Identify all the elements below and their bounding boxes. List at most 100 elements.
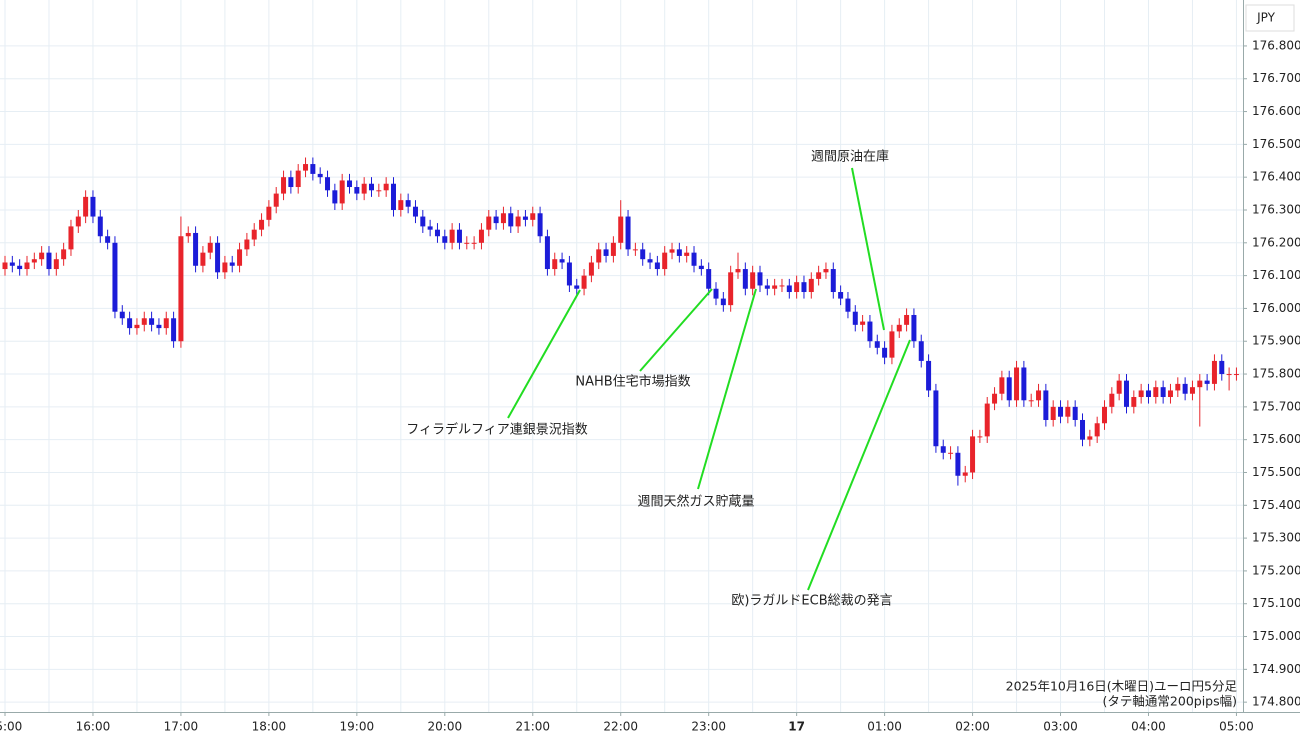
candle-body — [596, 249, 602, 263]
overlay: 週間原油在庫 NAHB住宅市場指数フィラデルフィア連銀景況指数週間天然ガス貯蔵量欧… — [406, 150, 911, 609]
candle-body — [654, 262, 660, 270]
candle-body — [728, 272, 734, 306]
x-tick-label: 02:00 — [955, 720, 990, 734]
candle-body — [992, 393, 998, 404]
candle-body — [1080, 419, 1086, 440]
candle-body — [493, 216, 499, 224]
candle-body — [603, 249, 609, 256]
candle-body — [618, 216, 624, 243]
candle-body — [281, 177, 287, 194]
candle-body — [141, 318, 147, 325]
candle-body — [163, 318, 169, 329]
candle-body — [823, 269, 829, 273]
x-tick-label: 23:00 — [691, 720, 726, 734]
currency-box — [1245, 4, 1295, 32]
candle-body — [515, 216, 521, 227]
candle-body — [17, 265, 23, 270]
candle-body — [1138, 390, 1144, 398]
annotation: フィラデルフィア連銀景況指数 — [406, 422, 587, 438]
y-tick-label: 175.400 — [1252, 498, 1300, 512]
candle-body — [369, 183, 374, 191]
candle-body — [1102, 406, 1107, 424]
candle-body — [434, 229, 440, 237]
candle-body — [896, 324, 902, 332]
candle-body — [1175, 383, 1181, 391]
candle-body — [449, 229, 455, 243]
candle-body — [530, 213, 536, 220]
candle-body — [215, 242, 221, 273]
candle-body — [816, 272, 822, 279]
candle-body — [1050, 406, 1056, 420]
candle-body — [1094, 423, 1100, 437]
candle-body — [860, 321, 866, 325]
annotation: 週間原油在庫 — [811, 150, 889, 165]
candle-body — [1145, 390, 1151, 398]
x-tick-label: 21:00 — [515, 720, 550, 734]
candle-body — [508, 213, 514, 227]
candle-body — [303, 164, 309, 171]
candle-body — [317, 173, 323, 178]
candle-body — [669, 249, 675, 253]
candle-body — [713, 288, 719, 299]
y-tick-label: 175.100 — [1252, 596, 1300, 610]
candle-body — [764, 285, 770, 289]
candle-body — [1189, 387, 1195, 394]
candle-body — [889, 331, 895, 358]
candle-body — [977, 436, 983, 438]
candle-body — [24, 262, 30, 270]
y-tick-label: 175.200 — [1252, 563, 1300, 577]
candle-body — [1065, 406, 1071, 417]
candle-body — [31, 259, 37, 263]
y-tick-label: 176.500 — [1252, 137, 1300, 151]
candle-body — [376, 190, 382, 192]
candle-body — [229, 262, 235, 266]
candle-body — [926, 360, 932, 391]
candle-body — [1160, 387, 1166, 398]
x-tick-label: 17:00 — [164, 720, 199, 734]
y-tick-label: 176.800 — [1252, 38, 1300, 52]
candle-body — [691, 252, 697, 266]
candle-body — [882, 347, 888, 358]
annotation-line — [639, 288, 713, 372]
candle-body — [676, 249, 682, 256]
candle-body — [83, 196, 89, 217]
candle-body — [105, 236, 111, 243]
annotation: 週間天然ガス貯蔵量 — [637, 494, 754, 510]
candle-body — [647, 259, 653, 263]
candle-body — [9, 262, 15, 266]
candle-body — [149, 318, 155, 325]
candle-body — [1036, 390, 1042, 401]
annotation-line — [507, 289, 581, 419]
candle-body — [134, 324, 140, 329]
candle-body — [361, 183, 367, 194]
candle-body — [46, 252, 52, 270]
x-tick-label: 01:00 — [867, 720, 902, 734]
candle-body — [39, 252, 45, 260]
candle-body — [185, 232, 191, 237]
candle-body — [456, 229, 462, 243]
candle-body — [288, 177, 294, 188]
candle-body — [750, 272, 756, 289]
candle-body — [251, 229, 257, 240]
candle-body — [222, 262, 228, 273]
candle-body — [237, 249, 243, 266]
candle-body — [61, 249, 67, 260]
candle-body — [390, 183, 396, 210]
annotation-line — [807, 339, 911, 591]
candle-body — [918, 341, 924, 361]
candle-body — [383, 183, 389, 191]
y-tick-label: 175.500 — [1252, 465, 1300, 479]
candle-body — [838, 292, 844, 299]
x-tick-label: 17 — [788, 720, 805, 734]
candle-body — [273, 193, 279, 207]
y-tick-label: 175.600 — [1252, 432, 1300, 446]
candle-body — [347, 180, 353, 188]
annotation-line — [851, 167, 885, 331]
candle-body — [1021, 367, 1027, 401]
candle-body — [1167, 390, 1173, 398]
candle-body — [332, 190, 338, 204]
candle-body — [948, 452, 954, 454]
x-tick-label: 15:00 — [0, 720, 22, 734]
candle-body — [552, 259, 558, 270]
y-tick-label: 175.000 — [1252, 629, 1300, 643]
